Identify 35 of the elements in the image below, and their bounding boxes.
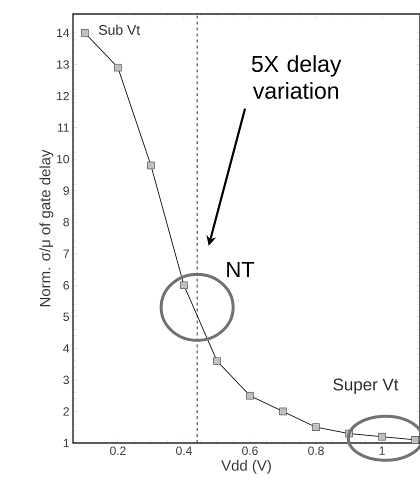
y-tick-label: 12 [57, 92, 69, 100]
y-tick-label: 5 [63, 312, 69, 321]
annotation: Super Vt [333, 378, 398, 394]
point [411, 436, 419, 444]
y-tick-label: 11 [58, 123, 69, 132]
x-tick-label: 1 [380, 446, 385, 455]
y-axis-title: Norm. σ/μ of gate delay [39, 150, 54, 306]
y-tick-label: 7 [63, 250, 69, 258]
x-tick-label: 0.4 [176, 446, 192, 455]
point [279, 408, 287, 416]
y-tick-label: 14 [57, 28, 70, 38]
y-tick-label: 9 [63, 186, 69, 195]
y-tick-label: 4 [63, 344, 70, 352]
y-tick-label: 13 [57, 60, 69, 69]
point [378, 432, 386, 440]
point [114, 64, 122, 72]
y-tick-label: 3 [63, 376, 69, 384]
point [213, 357, 221, 365]
y-tick-label: 1 [64, 438, 69, 448]
x-tick-label: 0.2 [110, 446, 126, 455]
annotation: 5X delay variation [252, 55, 342, 99]
y-tick-label: 8 [63, 218, 69, 226]
y-tick-label: 6 [63, 281, 69, 290]
x-tick-label: 0.8 [308, 446, 324, 455]
annotation: NT [227, 262, 254, 278]
y-tick-label: 2 [63, 407, 69, 416]
x-axis-title: Vdd (V) [221, 460, 271, 474]
annotation: Sub Vt [98, 24, 140, 35]
point [246, 392, 254, 400]
point [147, 162, 155, 170]
y-tick-label: 10 [57, 154, 70, 164]
x-tick-label: 0.6 [242, 446, 258, 455]
point [81, 29, 89, 37]
point [180, 281, 188, 290]
point [312, 423, 320, 432]
